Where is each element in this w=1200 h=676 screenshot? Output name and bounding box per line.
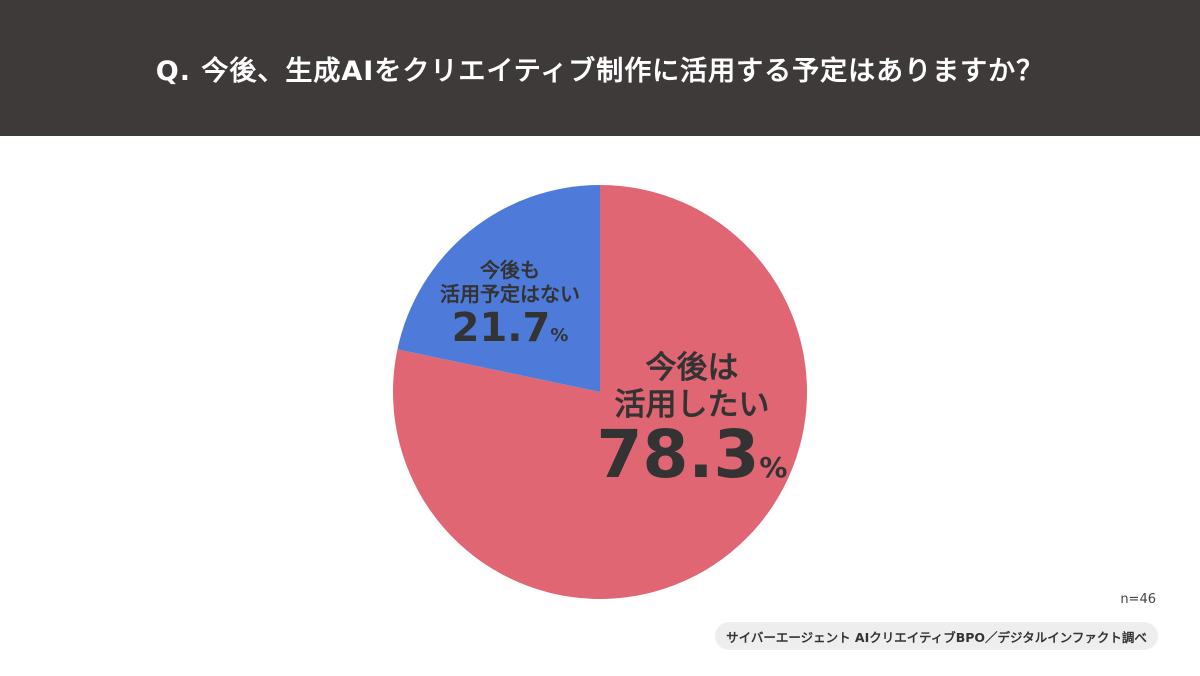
slice-value-number-1: 78.3 [597,416,760,493]
source-text: サイバーエージェント AIクリエイティブBPO／デジタルインファクト調べ [726,629,1147,645]
slice-value-1: 78.3% [597,416,788,493]
title-bar: Q. 今後、生成AIをクリエイティブ制作に活用する予定はありますか？ [0,0,1200,136]
source-badge: サイバーエージェント AIクリエイティブBPO／デジタルインファクト調べ [715,622,1158,650]
pie-slice-2 [397,185,600,392]
sample-size-label: n=46 [1120,592,1156,607]
slice-value-unit-1: % [759,451,787,484]
slice-label-2-line-2: 活用予定はない [440,282,580,306]
slice-value-number-2: 21.7 [452,305,551,351]
slice-label-1-line-2: 活用したい [615,387,770,423]
slice-label-2-line-1: 今後も [480,258,540,282]
slice-value-unit-2: % [550,325,568,346]
slice-label-1-line-1: 今後は [646,350,739,386]
slice-value-2: 21.7% [452,305,569,351]
question-title: Q. 今後、生成AIをクリエイティブ制作に活用する予定はありますか？ [155,55,1045,87]
